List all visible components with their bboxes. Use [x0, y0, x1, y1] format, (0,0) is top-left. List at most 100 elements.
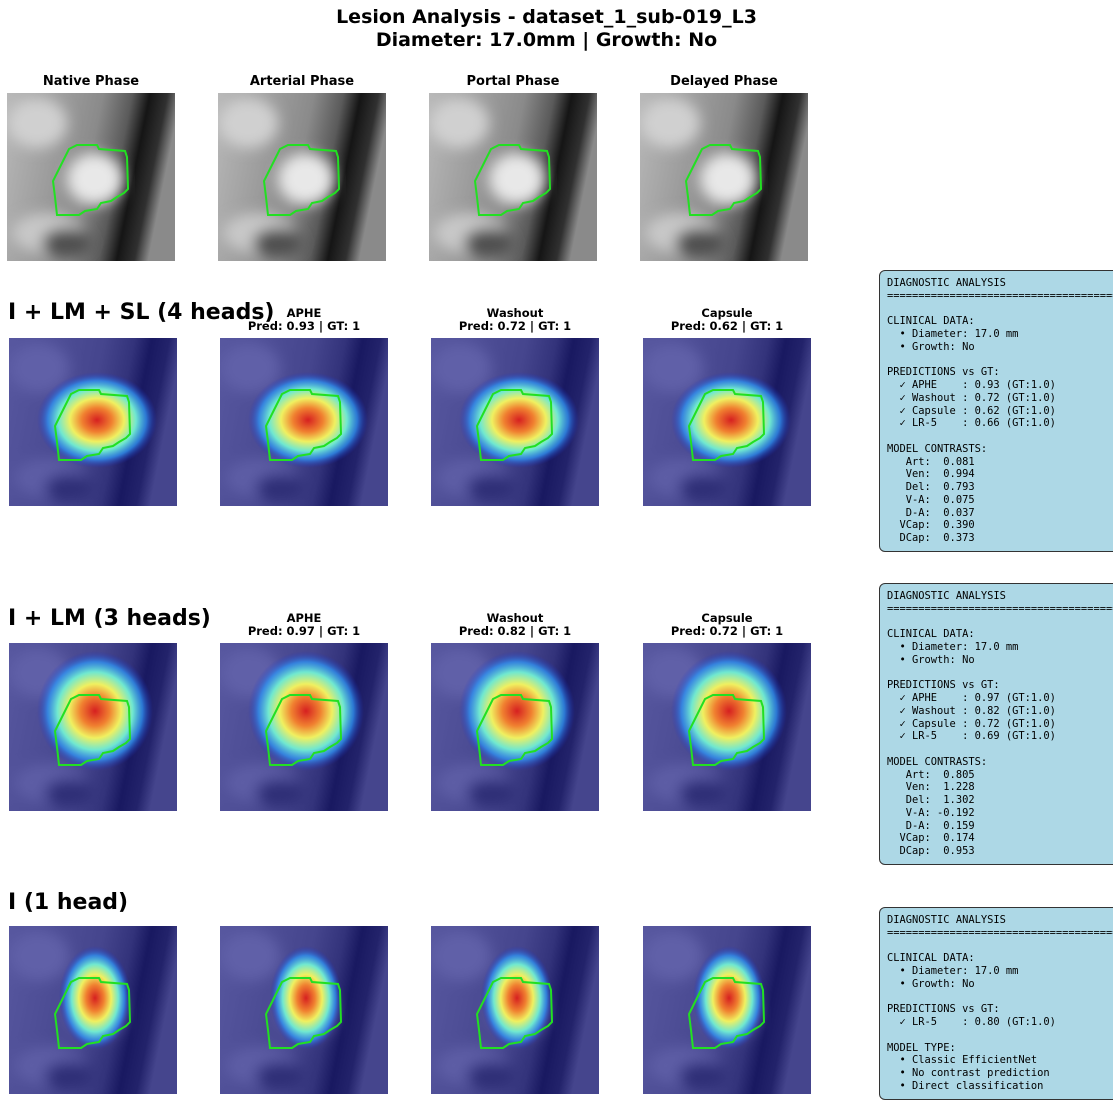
lesion: [67, 153, 123, 205]
panel-caption: Pred: 0.93 | GT: 1: [204, 320, 404, 333]
heatmap-image: [431, 643, 599, 811]
report-line: Ven: 0.994: [887, 468, 1113, 481]
lesion: [489, 153, 545, 205]
report-line: ✓ APHE : 0.93 (GT:1.0): [887, 379, 1113, 392]
panel-caption: Pred: 0.62 | GT: 1: [627, 320, 827, 333]
report-line: PREDICTIONS vs GT:: [887, 1003, 1113, 1016]
report-line: Del: 0.793: [887, 481, 1113, 494]
report-line: • Growth: No: [887, 341, 1113, 354]
lesion: [700, 153, 756, 205]
heatmap-image: [643, 926, 811, 1094]
phase-title: Delayed Phase: [624, 74, 824, 89]
report-line: ========================================: [887, 927, 1113, 940]
tissue: [429, 98, 489, 148]
ct-image: [429, 93, 597, 261]
report-line: V-A: 0.075: [887, 494, 1113, 507]
ct-image: [218, 93, 386, 261]
tissue: [464, 228, 514, 258]
report-line: ✓ LR-5 : 0.69 (GT:1.0): [887, 730, 1113, 743]
report-line: ✓ LR-5 : 0.66 (GT:1.0): [887, 417, 1113, 430]
report-line: [887, 991, 1113, 1004]
report-line: DCap: 0.373: [887, 532, 1113, 545]
report-line: • Classic EfficientNet: [887, 1054, 1113, 1067]
heatmap-image: [220, 643, 388, 811]
tissue: [7, 98, 67, 148]
report-line: ✓ APHE : 0.97 (GT:1.0): [887, 692, 1113, 705]
report-line: ✓ LR-5 : 0.80 (GT:1.0): [887, 1016, 1113, 1029]
report-line: Del: 1.302: [887, 794, 1113, 807]
phase-title: Native Phase: [0, 74, 191, 89]
heatmap-image: [431, 338, 599, 506]
heat-spot: [248, 651, 364, 771]
heat-spot: [37, 651, 153, 771]
report-line: [887, 303, 1113, 316]
report-box: DIAGNOSTIC ANALYSIS=====================…: [879, 583, 1113, 865]
report-line: • Growth: No: [887, 978, 1113, 991]
report-line: CLINICAL DATA:: [887, 628, 1113, 641]
heatmap-image: [220, 926, 388, 1094]
panel-caption: Pred: 0.82 | GT: 1: [415, 625, 615, 638]
title: Lesion Analysis - dataset_1_sub-019_L3: [0, 6, 1093, 28]
lesion: [278, 153, 334, 205]
report-line: ✓ Capsule : 0.72 (GT:1.0): [887, 718, 1113, 731]
tissue: [675, 228, 725, 258]
report-line: MODEL CONTRASTS:: [887, 756, 1113, 769]
heat-spot: [693, 946, 765, 1050]
report-line: Art: 0.081: [887, 456, 1113, 469]
report-line: ✓ Washout : 0.82 (GT:1.0): [887, 705, 1113, 718]
model-name: I + LM (3 heads): [8, 606, 211, 631]
heatmap-image: [431, 926, 599, 1094]
report-line: DIAGNOSTIC ANALYSIS: [887, 277, 1113, 290]
report-line: PREDICTIONS vs GT:: [887, 366, 1113, 379]
heat-spot: [481, 946, 553, 1050]
report-line: DIAGNOSTIC ANALYSIS: [887, 914, 1113, 927]
report-line: ✓ Washout : 0.72 (GT:1.0): [887, 392, 1113, 405]
model-name: I (1 head): [8, 890, 128, 915]
heatmap-image: [9, 643, 177, 811]
report-line: ✓ Capsule : 0.62 (GT:1.0): [887, 405, 1113, 418]
phase-title: Arterial Phase: [202, 74, 402, 89]
report-line: D-A: 0.159: [887, 820, 1113, 833]
heatmap-image: [643, 643, 811, 811]
phase-title: Portal Phase: [413, 74, 613, 89]
heat-spot: [459, 651, 575, 771]
report-line: [887, 940, 1113, 953]
report-line: [887, 354, 1113, 367]
heatmap-image: [643, 338, 811, 506]
ct-image: [640, 93, 808, 261]
heatmap-image: [220, 338, 388, 506]
heat-spot: [270, 946, 342, 1050]
report-line: VCap: 0.390: [887, 519, 1113, 532]
report-box: DIAGNOSTIC ANALYSIS=====================…: [879, 270, 1113, 552]
tissue: [218, 98, 278, 148]
report-line: [887, 743, 1113, 756]
report-line: ========================================: [887, 290, 1113, 303]
figure: Lesion Analysis - dataset_1_sub-019_L3 D…: [0, 0, 1113, 1108]
report-line: V-A: -0.192: [887, 807, 1113, 820]
subtitle: Diameter: 17.0mm | Growth: No: [0, 29, 1093, 51]
report-line: Ven: 1.228: [887, 781, 1113, 794]
tissue: [640, 98, 700, 148]
panel-caption: Pred: 0.97 | GT: 1: [204, 625, 404, 638]
report-line: VCap: 0.174: [887, 832, 1113, 845]
report-line: [887, 430, 1113, 443]
report-line: [887, 616, 1113, 629]
heatmap-image: [9, 338, 177, 506]
report-line: PREDICTIONS vs GT:: [887, 679, 1113, 692]
report-line: • Diameter: 17.0 mm: [887, 641, 1113, 654]
report-line: DIAGNOSTIC ANALYSIS: [887, 590, 1113, 603]
tissue: [253, 228, 303, 258]
report-line: ========================================: [887, 603, 1113, 616]
report-line: DCap: 0.953: [887, 845, 1113, 858]
report-line: [887, 1029, 1113, 1042]
report-line: [887, 667, 1113, 680]
heat-spot: [671, 651, 787, 771]
panel-caption: Pred: 0.72 | GT: 1: [627, 625, 827, 638]
report-line: MODEL TYPE:: [887, 1042, 1113, 1055]
report-line: • Diameter: 17.0 mm: [887, 965, 1113, 978]
heatmap-image: [9, 926, 177, 1094]
report-line: Art: 0.805: [887, 769, 1113, 782]
panel-caption: Pred: 0.72 | GT: 1: [415, 320, 615, 333]
heat-spot: [59, 946, 131, 1050]
report-line: CLINICAL DATA:: [887, 952, 1113, 965]
